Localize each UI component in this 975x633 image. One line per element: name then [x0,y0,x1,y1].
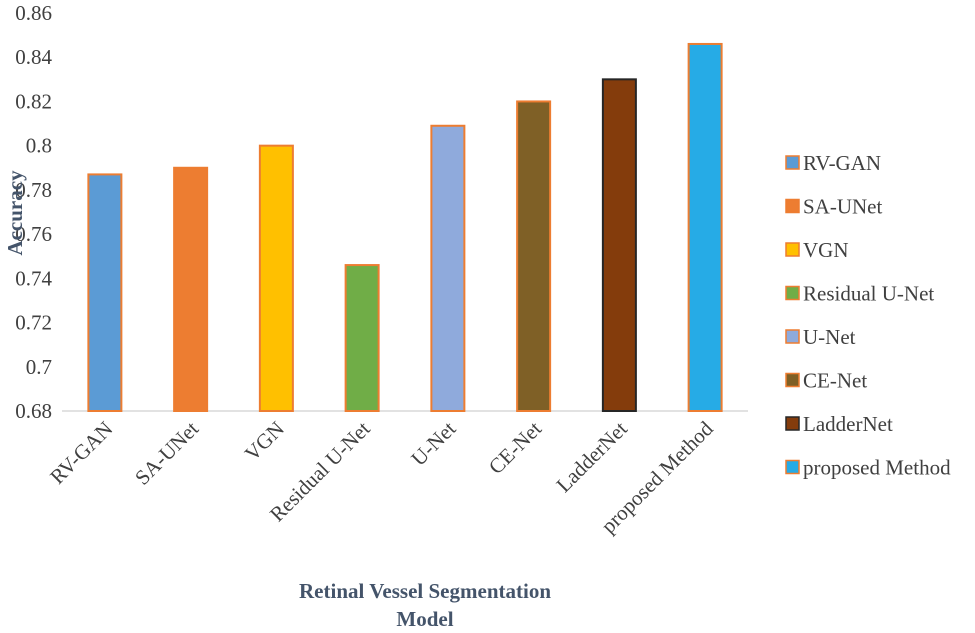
y-tick-label: 0.8 [26,134,52,158]
legend-label: proposed Method [803,456,951,480]
y-tick-label: 0.76 [15,222,52,246]
legend-swatch [785,459,800,475]
legend-swatch [785,329,800,344]
bar-vgn [258,144,294,413]
legend-swatch [785,416,800,431]
y-tick-label: 0.68 [15,399,52,423]
x-tick-label: RV-GAN [45,417,117,489]
x-tick-label: LadderNet [551,416,632,497]
y-axis-title: Accuracy [3,170,27,256]
x-tick-label: U-Net [406,416,460,470]
bar-rv-gan [87,173,123,412]
y-tick-label: 0.86 [15,1,52,25]
x-tick-label: SA-UNet [130,416,203,489]
bar-proposed-method [687,42,723,412]
bar-ce-net [516,100,552,412]
legend-label: VGN [803,238,849,262]
legend-label: Residual U-Net [803,282,934,306]
bar-u-net [430,124,466,413]
legend-label: SA-UNet [803,195,882,219]
bar-residual-u-net [344,264,380,413]
bars [87,42,723,413]
legend-swatch [785,198,800,214]
legend-swatch [785,155,800,170]
y-tick-label: 0.74 [15,266,52,290]
x-axis-title-line-1: Retinal Vessel Segmentation [299,579,551,603]
y-tick-label: 0.82 [15,89,52,113]
legend: RV-GAN SA-UNet VGN Residual U-Net U-Net CE-Ne… [785,151,951,480]
legend-swatch [785,242,800,257]
y-axis-ticks: 0.68 0.7 0.72 0.74 0.76 0.78 0.8 0.82 0.84 0.86 [15,1,52,423]
y-tick-label: 0.78 [15,178,52,202]
y-tick-label: 0.84 [15,45,52,69]
legend-label: LadderNet [803,412,893,436]
x-axis-title-line-2: Model [396,607,453,631]
bar-laddernet [601,78,637,412]
bar-sa-unet [173,166,209,412]
y-tick-label: 0.72 [15,311,52,335]
y-tick-label: 0.7 [26,355,52,379]
legend-label: RV-GAN [803,151,881,175]
x-tick-label: CE-Net [484,416,546,478]
legend-label: CE-Net [803,369,867,393]
legend-swatch [785,285,800,301]
legend-swatch [785,372,800,388]
x-tick-label: VGN [240,417,289,466]
legend-label: U-Net [803,325,856,349]
